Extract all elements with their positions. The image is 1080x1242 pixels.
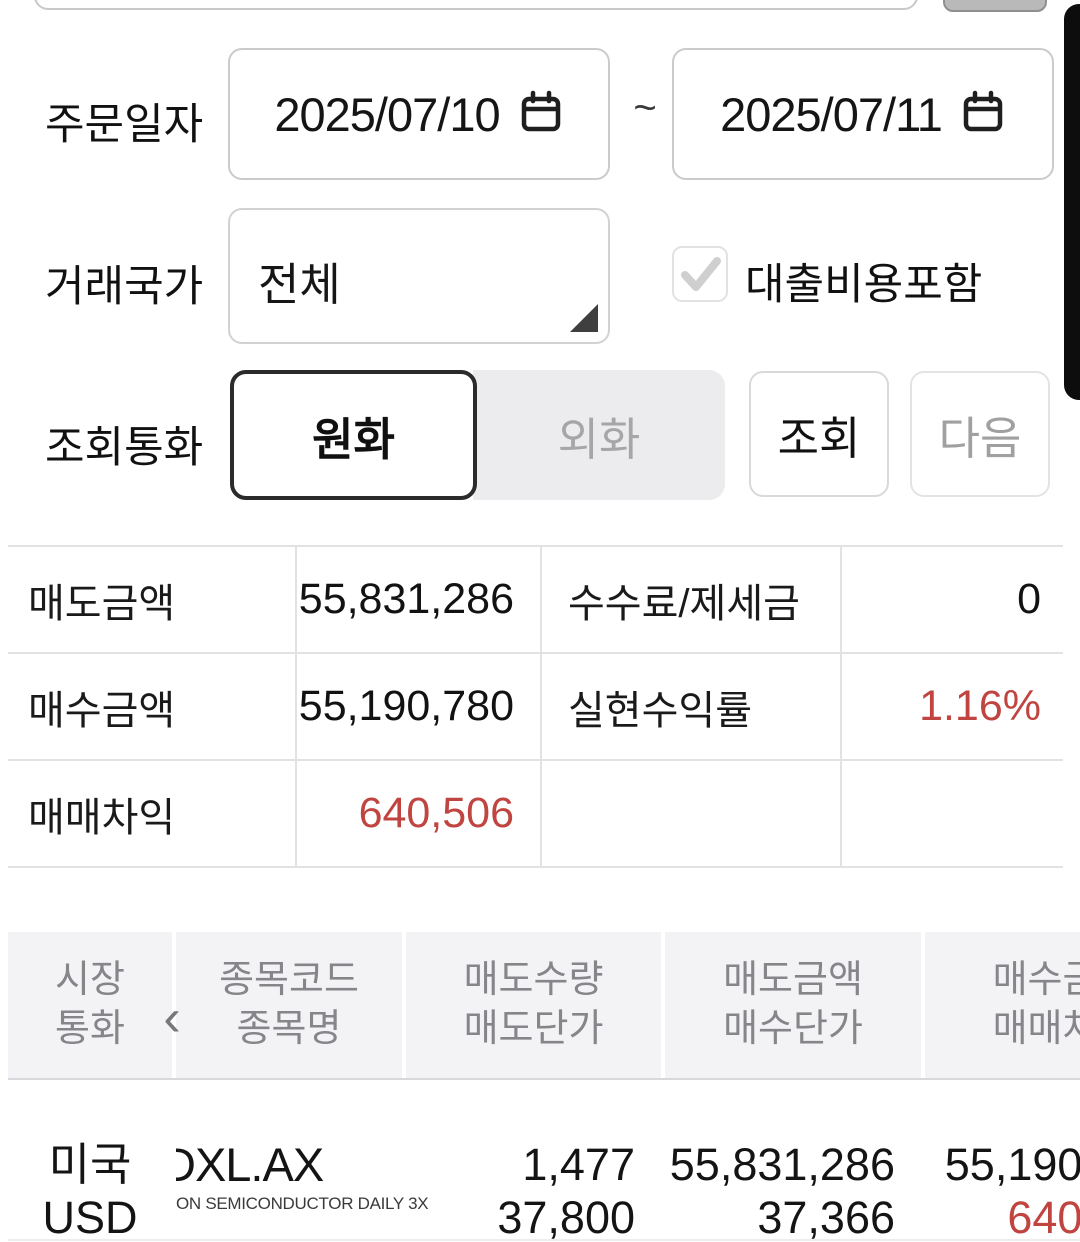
- summary-label: [540, 761, 840, 866]
- loan-cost-checkbox-label: 대출비용포함: [745, 261, 983, 309]
- country-selected-value: 전체: [258, 259, 341, 310]
- date-to-field[interactable]: 2025/07/11: [672, 48, 1054, 180]
- country-select[interactable]: 전체: [228, 208, 610, 344]
- order-date-label: 주문일자: [45, 101, 204, 149]
- next-button[interactable]: 다음: [910, 371, 1050, 497]
- currency-value: USD: [42, 1192, 138, 1242]
- date-from-value: 2025/07/10: [274, 87, 500, 141]
- column-header-sell-amount: 매도금액 매수단가: [665, 932, 921, 1078]
- buy-price: 37,366: [757, 1192, 895, 1242]
- cell-buy-amount-profit: 55,190,780 640,506: [925, 1080, 1080, 1242]
- top-input-clipped[interactable]: [34, 0, 918, 10]
- top-button-clipped[interactable]: [943, 0, 1047, 12]
- stock-name: ON SEMICONDUCTOR DAILY 3X: [176, 1194, 429, 1213]
- summary-table: 매도금액 55,831,286 수수료/제세금 0 매수금액 55,190,78…: [8, 545, 1063, 868]
- stock-code: DXL.AX: [176, 1138, 324, 1191]
- cell-sell-qty-price: 1,477 37,800: [406, 1080, 661, 1242]
- calendar-icon[interactable]: [518, 89, 564, 140]
- date-to-value: 2025/07/11: [720, 87, 943, 141]
- summary-value: 55,190,780: [295, 654, 540, 759]
- table-row: 매수금액 55,190,780 실현수익률 1.16%: [8, 654, 1063, 761]
- summary-value: 55,831,286: [295, 547, 540, 652]
- table-row: 매매차익 640,506: [8, 761, 1063, 866]
- summary-value-profit: 640,506: [295, 761, 540, 866]
- summary-label: 매매차익: [28, 795, 176, 840]
- dropdown-corner-icon: [570, 304, 598, 332]
- summary-value: [840, 761, 1063, 866]
- column-header-market: 시장 통화: [8, 932, 172, 1078]
- profit-value: 640,506: [1007, 1192, 1080, 1242]
- cell-market-currency: 미국 USD: [8, 1080, 172, 1242]
- check-icon: [674, 257, 726, 304]
- loan-cost-checkbox[interactable]: [672, 246, 728, 302]
- summary-label: 매수금액: [28, 688, 176, 733]
- summary-label: 실현수익률: [540, 654, 840, 759]
- summary-label: 매도금액: [28, 581, 176, 626]
- summary-label: 수수료/제세금: [540, 547, 840, 652]
- summary-value-return: 1.16%: [840, 654, 1063, 759]
- column-header-code: 종목코드 종목명: [176, 932, 402, 1078]
- date-range-separator: ~: [633, 86, 657, 130]
- market-value: 미국: [48, 1139, 132, 1190]
- buy-amount: 55,190,780: [944, 1139, 1080, 1190]
- table-row: 매도금액 55,831,286 수수료/제세금 0: [8, 547, 1063, 654]
- cell-sell-amount-buy-price: 55,831,286 37,366: [665, 1080, 921, 1242]
- summary-value: 0: [840, 547, 1063, 652]
- query-button[interactable]: 조회: [749, 371, 889, 497]
- row-divider: [8, 1239, 1080, 1241]
- chevron-left-icon[interactable]: ‹: [163, 989, 181, 1047]
- date-from-field[interactable]: 2025/07/10: [228, 48, 610, 180]
- column-header-buy-amount: 매수금액 매매차익: [925, 932, 1080, 1078]
- sell-price: 37,800: [497, 1192, 635, 1242]
- cell-stock[interactable]: DXL.AX ON SEMICONDUCTOR DAILY 3X: [176, 1080, 429, 1240]
- sell-qty: 1,477: [522, 1139, 635, 1190]
- currency-option-krw[interactable]: 원화: [230, 370, 477, 500]
- scrollbar-thumb[interactable]: [1064, 4, 1080, 400]
- country-label: 거래국가: [45, 263, 204, 311]
- sell-amount: 55,831,286: [669, 1139, 895, 1190]
- currency-option-fx[interactable]: 외화: [473, 370, 725, 500]
- column-header-sell-qty: 매도수량 매도단가: [406, 932, 661, 1078]
- header-divider: [8, 1078, 1080, 1080]
- calendar-icon[interactable]: [960, 89, 1006, 140]
- currency-label: 조회통화: [45, 424, 204, 472]
